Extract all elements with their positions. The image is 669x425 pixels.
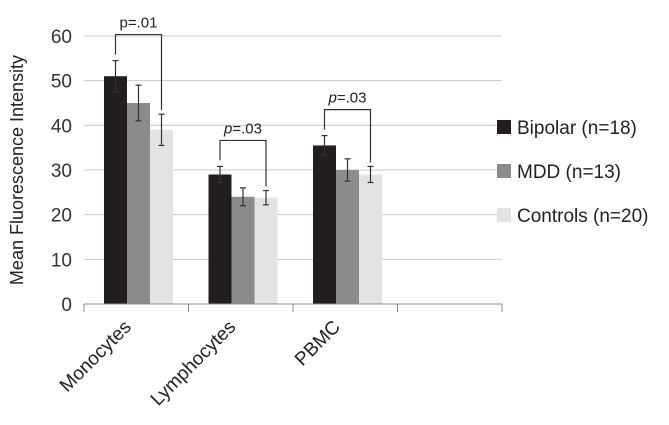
bars	[104, 76, 382, 304]
bar	[231, 196, 255, 304]
significance-bracket	[219, 139, 267, 187]
category-label: Monocytes	[56, 317, 136, 397]
legend-label: Bipolar (n=18)	[517, 118, 637, 139]
bar	[127, 103, 150, 304]
significance-label-value: =.03	[337, 90, 367, 107]
bar	[313, 145, 336, 304]
legend: Bipolar (n=18) MDD (n=13) Controls (n=20)	[497, 118, 648, 227]
legend-swatch	[497, 120, 511, 134]
significance-brackets: p=.01p=.03p=.03	[114, 15, 372, 187]
y-axis-title: Mean Fluorescence Intensity	[7, 55, 27, 285]
legend-label: Controls (n=20)	[517, 206, 648, 227]
bar	[254, 197, 278, 304]
significance-label-value: =.01	[128, 15, 158, 32]
y-tick-label: 0	[61, 295, 72, 316]
legend-swatch	[497, 208, 511, 222]
y-tick-label: 10	[51, 250, 72, 271]
category-label: PBMC	[291, 317, 345, 371]
significance-label: p=.01	[120, 15, 158, 32]
legend-swatch	[497, 164, 511, 178]
significance-label: p=.03	[223, 120, 262, 137]
y-tick-label: 60	[51, 27, 72, 48]
significance-label-p: p	[328, 90, 337, 107]
y-tick-label: 40	[51, 116, 72, 137]
bar	[208, 174, 232, 304]
error-bars	[112, 59, 374, 207]
bar	[104, 76, 127, 304]
significance-bracket	[323, 109, 372, 163]
bar	[336, 170, 359, 304]
significance-label-value: =.03	[232, 120, 262, 137]
significance-label: p=.03	[328, 90, 367, 107]
significance-bracket	[114, 33, 163, 111]
significance-label-p: p	[223, 120, 232, 137]
bar	[150, 129, 173, 304]
y-tick-label: 30	[51, 161, 72, 182]
y-tick-label: 20	[51, 206, 72, 227]
category-label: Lymphocytes	[147, 317, 241, 411]
x-axis	[83, 303, 503, 312]
significance-label-p: p	[120, 15, 128, 32]
bar	[359, 174, 382, 304]
legend-label: MDD (n=13)	[517, 162, 621, 183]
y-tick-label: 50	[51, 72, 72, 93]
y-axis-ticks: 0 10 20 30 40 50 60	[51, 27, 72, 316]
category-labels: Monocytes Lymphocytes PBMC	[56, 317, 345, 411]
